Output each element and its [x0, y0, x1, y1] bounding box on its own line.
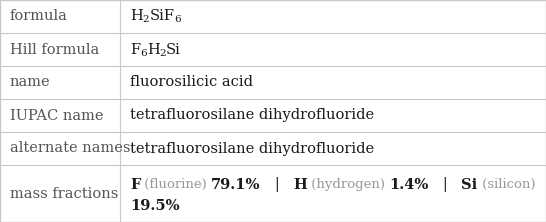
Text: F: F: [130, 178, 140, 192]
Text: F: F: [130, 42, 140, 57]
Text: tetrafluorosilane dihydrofluoride: tetrafluorosilane dihydrofluoride: [130, 109, 374, 123]
Text: H: H: [130, 10, 143, 24]
Text: Si: Si: [166, 42, 181, 57]
Text: H: H: [147, 42, 159, 57]
Text: tetrafluorosilane dihydrofluoride: tetrafluorosilane dihydrofluoride: [130, 141, 374, 155]
Text: 79.1%: 79.1%: [211, 178, 261, 192]
Text: 19.5%: 19.5%: [130, 199, 180, 213]
Text: 1.4%: 1.4%: [389, 178, 429, 192]
Text: |: |: [429, 177, 461, 192]
Text: mass fractions: mass fractions: [10, 186, 118, 200]
Text: 2: 2: [143, 16, 150, 24]
Text: fluorosilicic acid: fluorosilicic acid: [130, 75, 253, 89]
Text: name: name: [10, 75, 51, 89]
Text: (silicon): (silicon): [478, 178, 535, 191]
Text: Si: Si: [461, 178, 478, 192]
Text: (fluorine): (fluorine): [140, 178, 211, 191]
Text: (hydrogen): (hydrogen): [307, 178, 389, 191]
Text: |: |: [261, 177, 294, 192]
Text: Hill formula: Hill formula: [10, 42, 99, 57]
Text: formula: formula: [10, 10, 68, 24]
Text: 6: 6: [174, 16, 181, 24]
Text: alternate names: alternate names: [10, 141, 130, 155]
Text: IUPAC name: IUPAC name: [10, 109, 104, 123]
Text: 2: 2: [159, 48, 166, 57]
Text: H: H: [294, 178, 307, 192]
Text: 6: 6: [140, 48, 147, 57]
Text: SiF: SiF: [150, 10, 174, 24]
